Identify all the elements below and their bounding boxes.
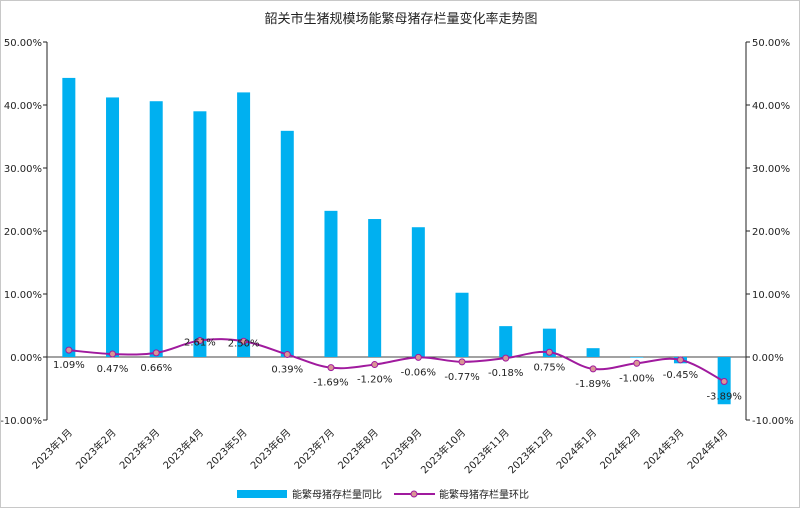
x-tick-label: 2023年7月 <box>291 426 337 472</box>
bar <box>499 326 513 357</box>
line-point <box>458 358 466 366</box>
x-tick-label: 2024年3月 <box>641 426 687 472</box>
legend-line-marker <box>410 490 418 498</box>
x-tick-label: 2023年9月 <box>379 426 425 472</box>
bar <box>106 97 120 357</box>
line-point <box>65 346 73 354</box>
left-tick-label: -10.00% <box>1 416 42 427</box>
line-point <box>676 356 684 364</box>
bar <box>62 77 76 357</box>
bar <box>586 348 600 357</box>
data-label: -0.18% <box>488 368 523 379</box>
x-tick-label: 2024年2月 <box>597 426 643 472</box>
data-label: 0.75% <box>534 362 566 373</box>
x-tick-label: 2023年8月 <box>335 426 381 472</box>
line-point <box>196 337 204 345</box>
bar-series <box>62 77 731 405</box>
chart-title: 韶关市生猪规模场能繁母猪存栏量变化率走势图 <box>264 11 537 27</box>
left-axis-ticks: -10.00% 0.00% 10.00% 20.00% 30.00% 40.00% 50.0… <box>1 38 47 427</box>
right-tick-label: 40.00% <box>752 101 790 112</box>
legend: 能繁母猪存栏量同比 能繁母猪存栏量环比 <box>237 488 529 501</box>
axes <box>46 42 747 420</box>
line-series <box>65 337 728 386</box>
legend-line-label: 能繁母猪存栏量环比 <box>439 488 529 501</box>
x-tick-label: 2023年10月 <box>418 426 468 476</box>
right-tick-label: -10.00% <box>752 416 794 427</box>
data-label: -0.77% <box>444 372 479 383</box>
data-label: 2.50% <box>228 338 260 349</box>
bar <box>149 101 163 357</box>
data-label: 2.61% <box>184 338 216 349</box>
x-tick-label: 2023年12月 <box>505 426 555 476</box>
bar <box>411 227 425 357</box>
x-tick-label: 2023年6月 <box>248 426 294 472</box>
line-point <box>283 351 291 359</box>
right-axis-ticks: -10.00% 0.00% 10.00% 20.00% 30.00% 40.00% 50.0… <box>746 38 794 427</box>
line-point <box>327 364 335 372</box>
x-tick-label: 2023年1月 <box>29 426 75 472</box>
line-point <box>240 337 248 345</box>
bar <box>193 111 207 357</box>
x-tick-label: 2023年4月 <box>160 426 206 472</box>
x-tick-label: 2023年2月 <box>73 426 119 472</box>
bar <box>280 130 294 357</box>
bar <box>237 92 251 358</box>
data-label: -1.20% <box>357 375 392 386</box>
left-tick-label: 30.00% <box>4 164 42 175</box>
right-tick-label: 0.00% <box>752 353 784 364</box>
data-label: 0.66% <box>140 363 172 374</box>
legend-bar-swatch <box>237 490 287 498</box>
data-label: 0.47% <box>97 364 129 375</box>
line-path <box>68 338 725 383</box>
line-point <box>502 354 510 362</box>
right-tick-label: 30.00% <box>752 164 790 175</box>
line-point <box>414 353 422 361</box>
data-label: -0.06% <box>401 367 436 378</box>
x-tick-label: 2023年5月 <box>204 426 250 472</box>
x-tick-label: 2023年11月 <box>462 426 512 476</box>
left-tick-label: 50.00% <box>4 38 42 49</box>
bar <box>455 292 469 357</box>
data-label: -1.00% <box>619 373 654 384</box>
line-point <box>152 349 160 357</box>
data-label: -3.89% <box>706 392 741 403</box>
x-tick-label: 2024年1月 <box>553 426 599 472</box>
data-label: 0.39% <box>271 365 303 376</box>
line-point <box>371 361 379 369</box>
left-tick-label: 20.00% <box>4 227 42 238</box>
right-tick-label: 50.00% <box>752 38 790 49</box>
line-point <box>545 348 553 356</box>
line-data-labels: 1.09% 0.47% 0.66% 2.61% 2.50% 0.39% -1.69% -1.2… <box>53 338 742 403</box>
line-point <box>633 359 641 367</box>
left-tick-label: 40.00% <box>4 101 42 112</box>
bar <box>630 357 644 358</box>
right-tick-label: 20.00% <box>752 227 790 238</box>
x-tick-label: 2023年3月 <box>117 426 163 472</box>
right-tick-label: 10.00% <box>752 290 790 301</box>
bar <box>542 328 556 357</box>
line-point <box>720 378 728 386</box>
line-point <box>109 350 117 358</box>
bar <box>324 210 338 357</box>
x-axis-labels: 2023年1月 2023年2月 2023年3月 2023年4月 2023年5月 2023年… <box>29 426 730 476</box>
bar <box>368 219 382 357</box>
data-label: -1.69% <box>313 378 348 389</box>
left-tick-label: 10.00% <box>4 290 42 301</box>
data-label: -1.89% <box>575 379 610 390</box>
line-point <box>589 365 597 373</box>
left-tick-label: 0.00% <box>10 353 42 364</box>
legend-bar-label: 能繁母猪存栏量同比 <box>292 488 382 501</box>
x-tick-label: 2024年4月 <box>684 426 730 472</box>
data-label: -0.45% <box>663 370 698 381</box>
data-label: 1.09% <box>53 360 85 371</box>
